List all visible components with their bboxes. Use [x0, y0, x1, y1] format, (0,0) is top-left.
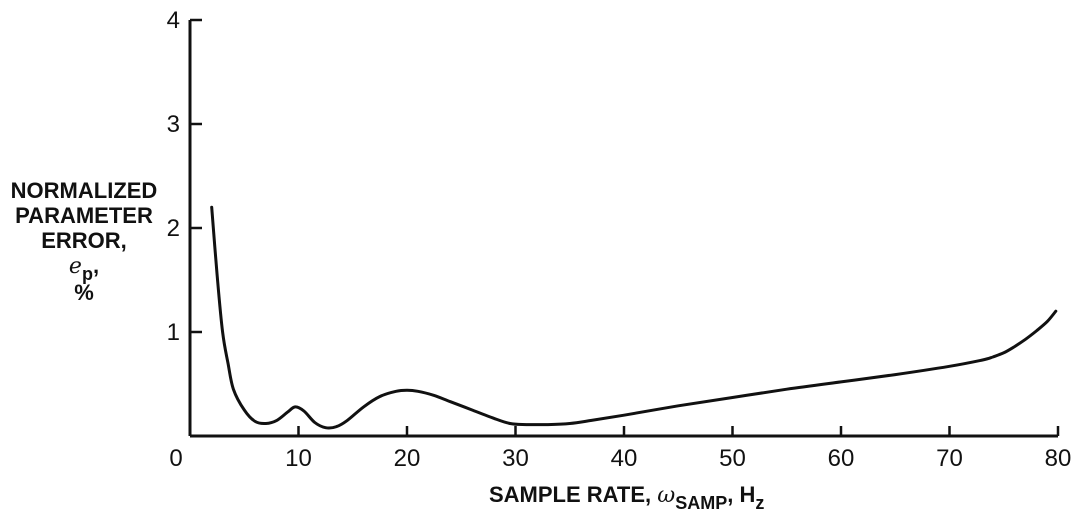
y-axis-unit: % — [74, 280, 94, 305]
x-axis-label-prefix: SAMPLE RATE, — [489, 482, 652, 507]
x-axis-label: SAMPLE RATE, ωSAMP, Hz — [489, 482, 764, 513]
y-tick-label: 3 — [167, 111, 180, 138]
y-axis-label-line-2: PARAMETER — [15, 203, 153, 228]
x-tick-label: 70 — [936, 445, 963, 472]
y-tick-label: 1 — [167, 319, 180, 346]
x-tick-label: 30 — [502, 445, 529, 472]
x-axis-symbol-subscript: SAMP — [675, 493, 728, 513]
x-tick-label: 60 — [828, 445, 855, 472]
y-tick-label: 4 — [167, 7, 180, 34]
x-axis-symbol: ω — [657, 483, 676, 508]
ticks: 0 10 20 30 40 50 60 70 80 1 2 3 4 — [167, 7, 1072, 472]
x-tick-label: 80 — [1045, 445, 1072, 472]
x-axis-unit: H — [739, 482, 756, 507]
x-tick-label: 40 — [611, 445, 638, 472]
y-axis-symbol-separator: , — [92, 253, 100, 278]
series-line — [210, 205, 1058, 430]
series — [210, 205, 1058, 430]
y-axis-symbol-subscript: p — [81, 264, 93, 284]
x-tick-label: 20 — [394, 445, 421, 472]
x-axis-symbol-separator: , — [727, 482, 734, 507]
x-tick-label: 10 — [285, 445, 312, 472]
y-axis-label-line-1: NORMALIZED — [10, 178, 158, 203]
y-axis-label-symbol: ep, — [0, 253, 168, 284]
y-axis-label-line-3: ERROR, — [41, 228, 127, 253]
y-axis-label: NORMALIZED PARAMETER ERROR, ep, % — [0, 178, 168, 305]
x-axis-unit-subscript: z — [755, 493, 765, 513]
y-axis-symbol: e — [68, 254, 82, 279]
y-tick-label: 2 — [167, 215, 180, 242]
x-tick-label: 50 — [719, 445, 746, 472]
axes — [188, 20, 1058, 438]
x-tick-label: 0 — [169, 445, 182, 472]
